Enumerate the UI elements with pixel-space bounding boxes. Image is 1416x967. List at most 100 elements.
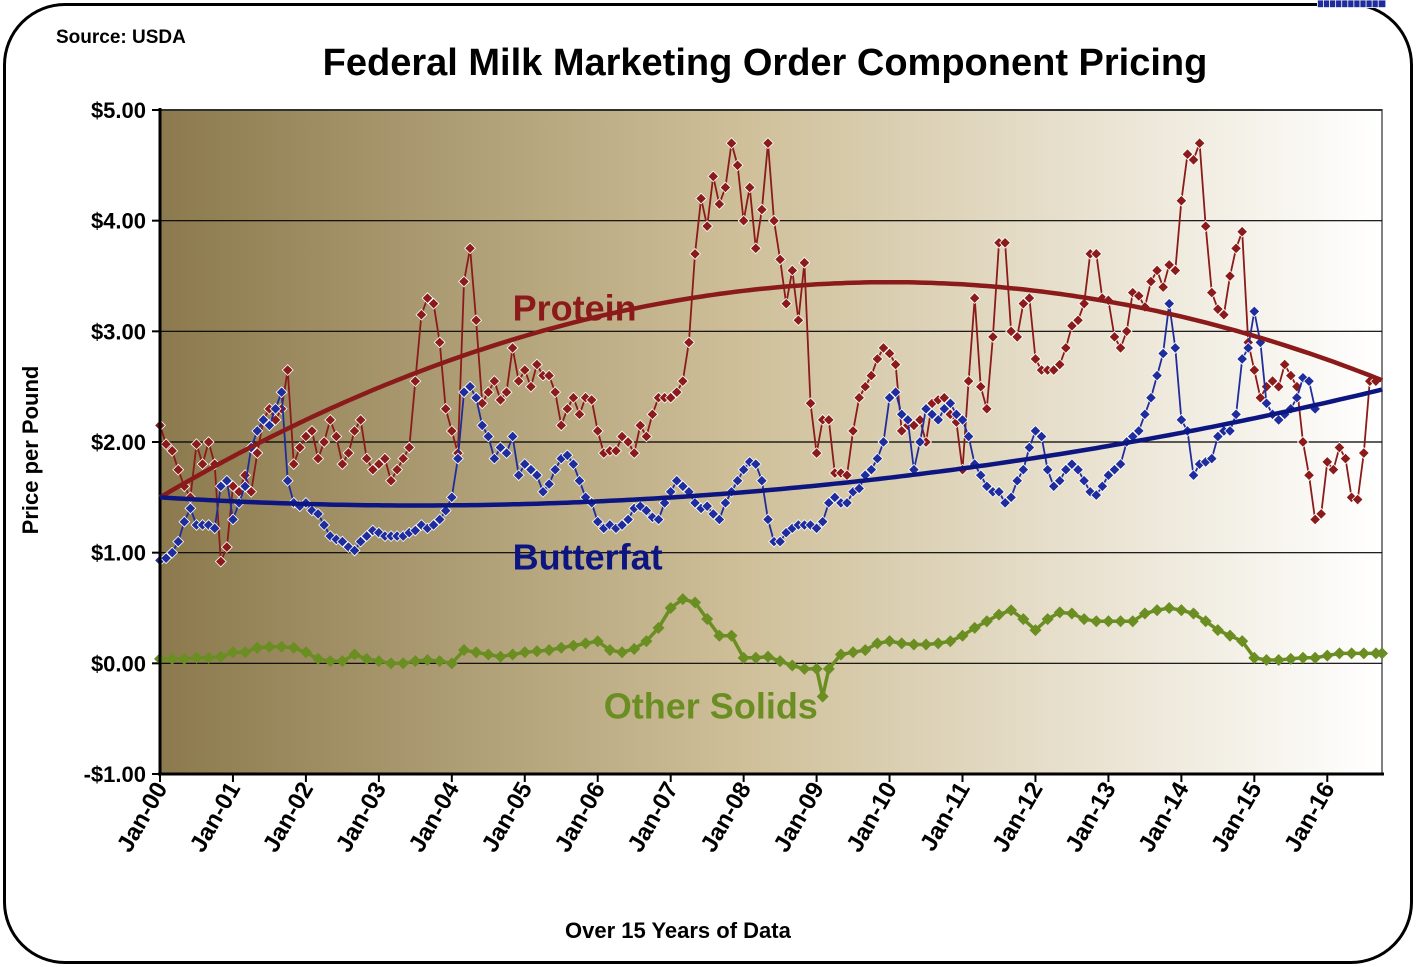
butterfat-point xyxy=(1272,413,1285,426)
butterfat-point xyxy=(1163,297,1176,310)
other-solids-point xyxy=(1017,613,1030,626)
butterfat-point xyxy=(257,413,270,426)
x-tick-label: Jan-11 xyxy=(915,778,976,856)
other-solids-point xyxy=(458,644,471,657)
protein-point xyxy=(999,236,1012,249)
protein-point xyxy=(470,314,483,327)
protein-point xyxy=(476,397,489,410)
butterfat-point xyxy=(1029,424,1042,437)
protein-point xyxy=(427,297,440,310)
butterfat-point xyxy=(312,507,324,520)
butterfat-point xyxy=(482,430,495,443)
other-solids-point xyxy=(1369,647,1382,660)
butterfat-point xyxy=(336,535,349,548)
other-solids-point xyxy=(1199,615,1212,628)
butterfat-point xyxy=(1011,474,1024,487)
other-solids-point xyxy=(299,646,312,659)
other-solids-point xyxy=(1005,604,1018,617)
other-solids-point xyxy=(847,646,860,659)
x-tick-label: Jan-07 xyxy=(622,778,683,857)
protein-point xyxy=(749,242,762,255)
protein-point xyxy=(403,441,416,454)
butterfat-point xyxy=(1065,458,1078,471)
protein-point xyxy=(1224,270,1236,282)
protein-point xyxy=(421,292,434,305)
protein-point xyxy=(670,386,683,399)
source-label: Source: USDA xyxy=(56,27,186,48)
other-solids-point xyxy=(1053,606,1066,619)
other-solids-point xyxy=(591,635,604,648)
protein-point xyxy=(1163,258,1176,271)
protein-point xyxy=(488,375,501,388)
butterfat-point xyxy=(1230,408,1243,421)
other-solids-point xyxy=(1175,604,1188,617)
other-solids-point xyxy=(530,645,543,658)
x-tick-label: Jan-03 xyxy=(331,778,392,857)
protein-point xyxy=(1187,153,1200,166)
other-solids-label: Other Solids xyxy=(604,686,818,727)
butterfat-point xyxy=(196,519,209,531)
butterfat-point xyxy=(433,513,446,526)
other-solids-point xyxy=(214,650,227,663)
butterfat-point xyxy=(713,513,726,526)
butterfat-point xyxy=(834,496,847,509)
protein-point xyxy=(1132,289,1145,302)
protein-point xyxy=(682,336,695,349)
protein-point xyxy=(458,275,470,288)
butterfat-point xyxy=(1053,474,1066,487)
butterfat-point xyxy=(160,552,173,565)
protein-point xyxy=(865,369,878,382)
other-solids-point xyxy=(652,621,665,634)
protein-point xyxy=(1181,148,1194,161)
other-solids-point xyxy=(980,615,993,628)
butterfat-point xyxy=(360,530,373,543)
other-solids-point xyxy=(1102,615,1115,628)
other-solids-point xyxy=(202,651,215,664)
x-tick-label: Jan-01 xyxy=(185,778,246,857)
protein-point xyxy=(664,391,677,404)
protein-point xyxy=(841,469,853,482)
protein-point xyxy=(944,408,957,421)
butterfat-point xyxy=(1224,424,1236,437)
butterfat-point xyxy=(318,519,331,531)
protein-point xyxy=(610,444,622,457)
protein-point xyxy=(1017,297,1030,310)
butterfat-point xyxy=(500,447,513,460)
protein-point xyxy=(445,424,458,437)
other-solids-point xyxy=(1126,615,1139,628)
other-solids-point xyxy=(798,662,811,675)
butterfat-point xyxy=(701,500,714,513)
butterfat-point xyxy=(1072,463,1084,476)
protein-point xyxy=(573,408,586,421)
butterfat-point xyxy=(877,436,890,448)
butterfat-point xyxy=(926,408,939,421)
other-solids-point xyxy=(968,621,981,634)
other-solids-point xyxy=(713,629,726,642)
protein-point xyxy=(397,452,410,465)
protein-point xyxy=(160,438,173,451)
protein-trendline xyxy=(158,279,1383,500)
butterfat-point xyxy=(859,469,872,482)
other-solids-point xyxy=(859,644,872,657)
butterfat-label: Butterfat xyxy=(513,536,663,577)
protein-point xyxy=(877,341,890,354)
x-tick-label: Jan-12 xyxy=(987,778,1048,857)
other-solids-point xyxy=(1114,615,1127,628)
butterfat-point xyxy=(774,535,787,548)
butterfat-point xyxy=(239,480,252,493)
protein-point xyxy=(1248,364,1261,377)
x-tick-label: Jan-15 xyxy=(1206,778,1267,857)
protein-point xyxy=(220,541,233,554)
protein-point xyxy=(245,485,258,498)
other-solids-point xyxy=(555,641,568,654)
other-solids-point xyxy=(749,651,762,664)
butterfat-point xyxy=(749,458,762,471)
protein-point xyxy=(506,341,519,354)
y-tick-label: $4.00 xyxy=(91,209,146,234)
butterfat-point xyxy=(1151,369,1164,382)
butterfat-point xyxy=(652,513,665,526)
protein-point xyxy=(385,474,397,487)
protein-point xyxy=(306,424,318,437)
protein-point xyxy=(828,467,841,479)
butterfat-point xyxy=(810,522,823,535)
